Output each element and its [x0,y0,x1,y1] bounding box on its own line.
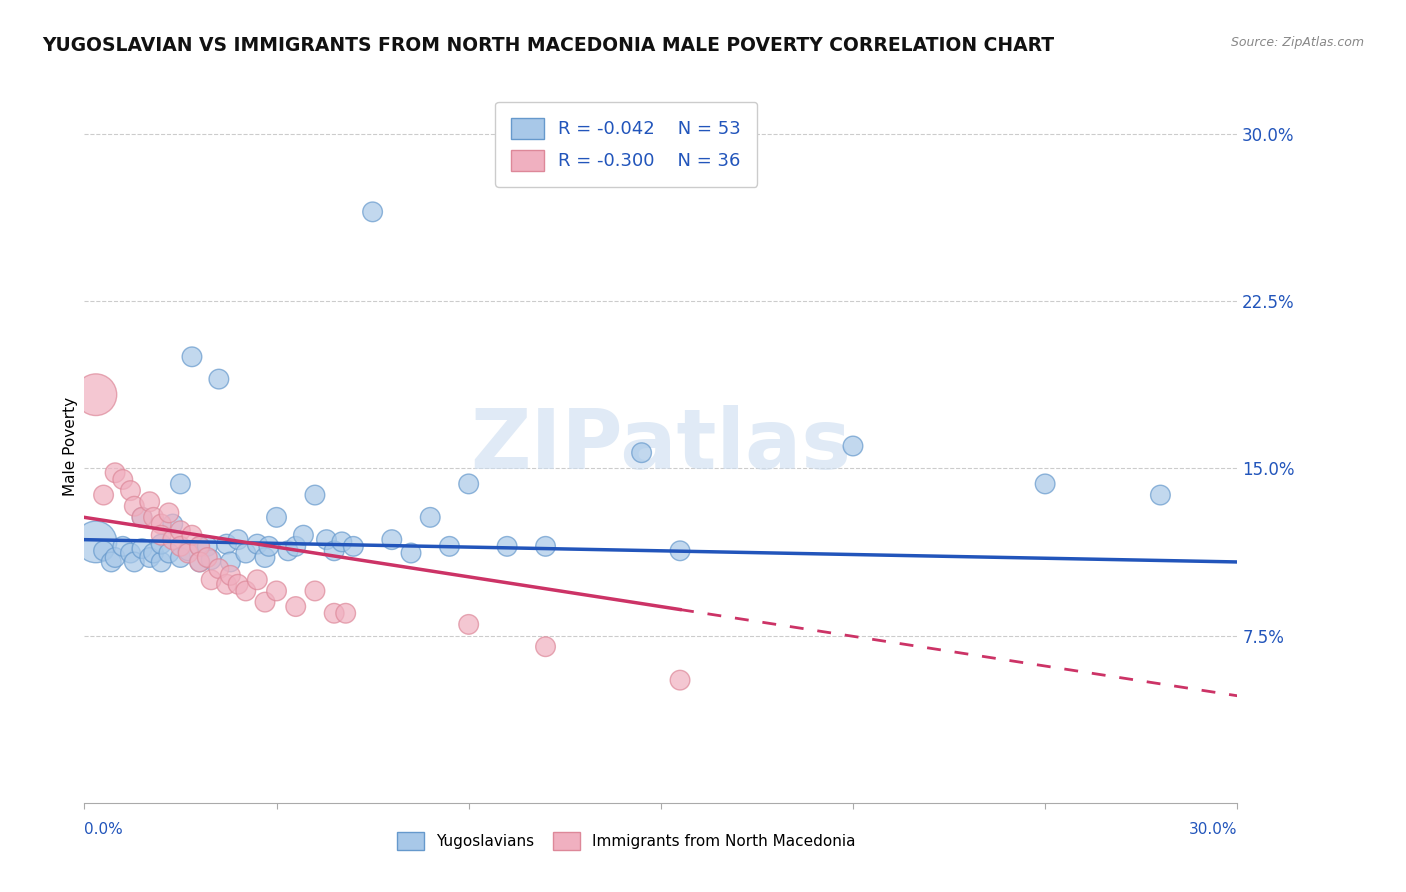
Point [253,595,276,609]
Point [157,546,180,560]
Point [342,539,364,553]
Point [335,607,357,621]
Point [534,640,557,654]
Point [219,555,242,569]
Point [630,445,652,460]
Point [226,533,249,547]
Point [1149,488,1171,502]
Point [120,483,142,498]
Point [142,510,165,524]
Point [181,528,204,542]
Point [381,533,404,547]
Point [162,533,184,547]
Point [292,528,315,542]
Point [124,499,146,513]
Point [150,516,173,531]
Point [246,573,269,587]
Point [124,555,146,569]
Text: 0.0%: 0.0% [84,822,124,837]
Y-axis label: Male Poverty: Male Poverty [63,396,77,496]
Point [111,473,134,487]
Point [399,546,422,560]
Point [138,550,160,565]
Point [496,539,519,553]
Point [457,617,479,632]
Point [246,537,269,551]
Legend: Yugoslavians, Immigrants from North Macedonia: Yugoslavians, Immigrants from North Mace… [391,826,862,855]
Point [169,539,191,553]
Point [842,439,865,453]
Point [93,488,115,502]
Point [188,539,211,553]
Point [208,562,231,576]
Point [131,510,153,524]
Point [219,568,242,582]
Point [534,539,557,553]
Point [84,387,107,401]
Text: YUGOSLAVIAN VS IMMIGRANTS FROM NORTH MACEDONIA MALE POVERTY CORRELATION CHART: YUGOSLAVIAN VS IMMIGRANTS FROM NORTH MAC… [42,36,1054,54]
Point [304,488,326,502]
Point [111,539,134,553]
Point [323,543,346,558]
Point [669,543,692,558]
Point [200,573,222,587]
Point [235,546,257,560]
Point [169,524,191,538]
Point [188,555,211,569]
Point [277,543,299,558]
Point [150,555,173,569]
Point [669,673,692,687]
Point [457,476,479,491]
Point [188,555,211,569]
Point [284,599,307,614]
Point [142,546,165,560]
Text: 30.0%: 30.0% [1189,822,1237,837]
Point [419,510,441,524]
Point [257,539,280,553]
Point [104,466,127,480]
Point [195,539,218,553]
Point [120,546,142,560]
Point [157,506,180,520]
Point [200,552,222,567]
Point [177,543,200,558]
Point [195,550,218,565]
Point [150,528,173,542]
Point [84,534,107,549]
Point [235,583,257,598]
Text: Source: ZipAtlas.com: Source: ZipAtlas.com [1230,36,1364,49]
Point [361,204,384,219]
Point [138,494,160,508]
Point [226,577,249,591]
Point [208,372,231,386]
Point [215,577,238,591]
Point [104,550,127,565]
Point [131,510,153,524]
Point [1033,476,1056,491]
Point [284,539,307,553]
Point [304,583,326,598]
Point [253,550,276,565]
Point [100,555,122,569]
Point [177,546,200,560]
Point [215,537,238,551]
Point [315,533,337,547]
Point [266,583,288,598]
Point [169,476,191,491]
Point [188,539,211,553]
Point [150,537,173,551]
Point [181,350,204,364]
Text: ZIPatlas: ZIPatlas [471,406,851,486]
Point [266,510,288,524]
Point [323,607,346,621]
Point [162,516,184,531]
Point [93,543,115,558]
Point [439,539,461,553]
Point [131,541,153,556]
Point [330,534,353,549]
Point [169,550,191,565]
